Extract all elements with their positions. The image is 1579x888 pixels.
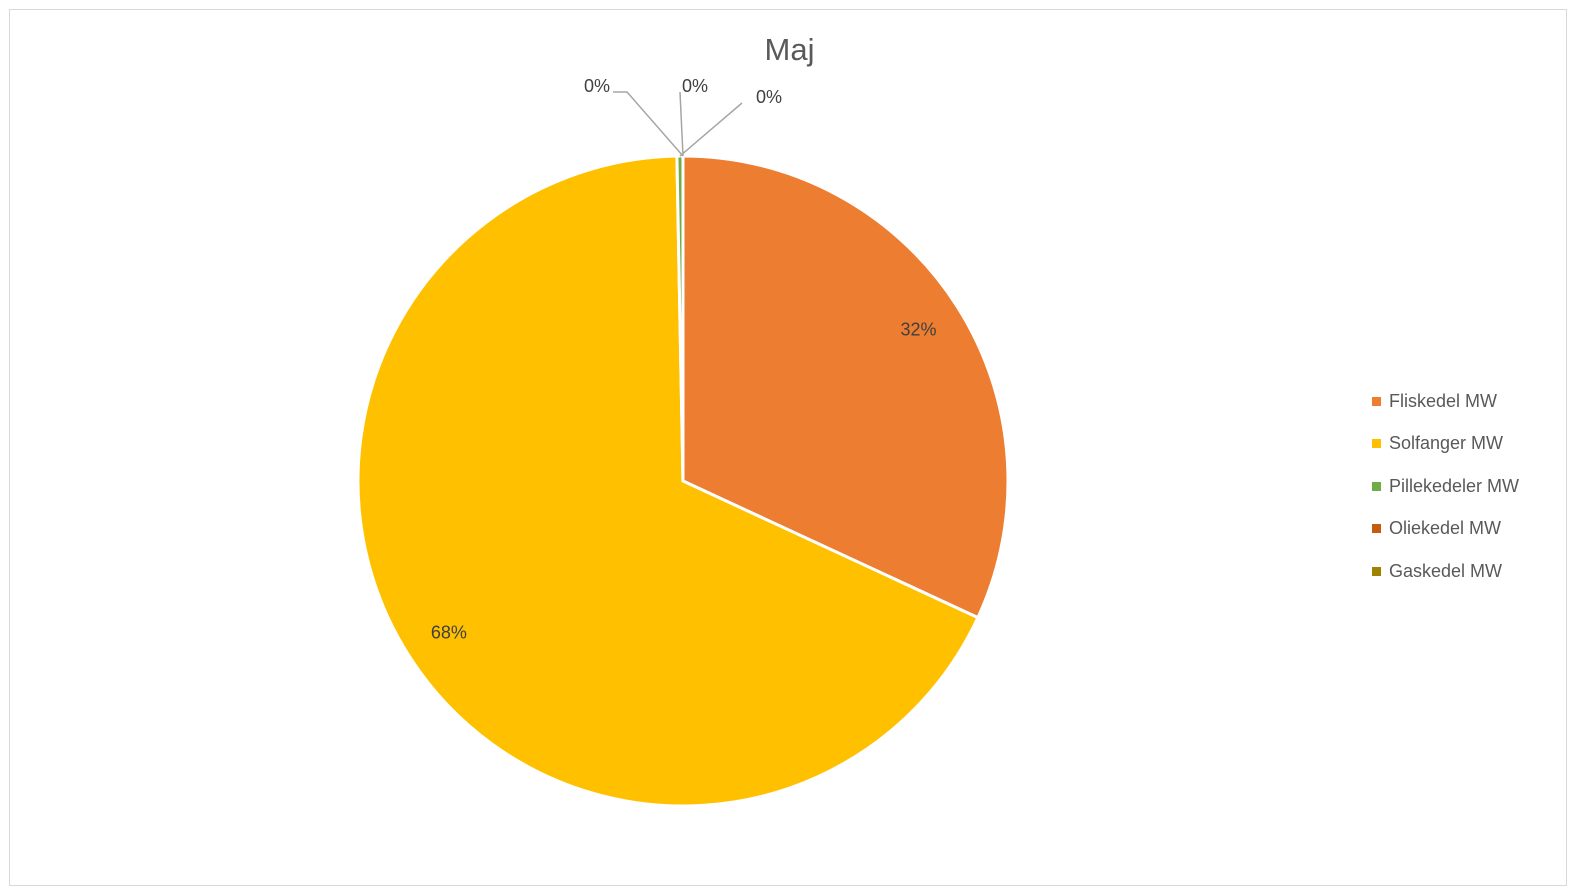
leader-line-2 — [679, 102, 743, 157]
legend-swatch — [1372, 439, 1381, 449]
chart-title: Maj — [764, 32, 815, 67]
legend-item-pillekedeler: Pillekedeler MW — [1372, 465, 1519, 508]
data-label-2: 0% — [756, 87, 782, 107]
legend-label: Oliekedel MW — [1389, 518, 1502, 539]
leader-line-3 — [613, 91, 684, 157]
legend-label: Pillekedeler MW — [1389, 475, 1520, 496]
legend-label: Gaskedel MW — [1389, 560, 1503, 581]
legend-swatch — [1372, 566, 1381, 576]
data-label-4: 0% — [682, 76, 708, 96]
data-label-0: 32% — [901, 319, 937, 339]
legend-swatch — [1372, 524, 1381, 534]
data-label-1: 68% — [431, 622, 467, 642]
legend-item-fliskedel: Fliskedel MW — [1372, 380, 1519, 423]
pie-slice-0 — [681, 154, 1010, 620]
pie-slice-1 — [356, 154, 980, 808]
data-label-3: 0% — [584, 76, 610, 96]
legend-swatch — [1372, 481, 1381, 491]
legend-label: Fliskedel MW — [1389, 390, 1498, 411]
legend-label: Solfanger MW — [1389, 433, 1504, 454]
legend-item-oliekedel: Oliekedel MW — [1372, 508, 1519, 551]
leader-line-4 — [679, 91, 684, 157]
legend: Fliskedel MW Solfanger MW Pillekedeler M… — [1372, 380, 1519, 593]
legend-item-solfanger: Solfanger MW — [1372, 423, 1519, 466]
legend-swatch — [1372, 396, 1381, 406]
legend-item-gaskedel: Gaskedel MW — [1372, 550, 1519, 593]
